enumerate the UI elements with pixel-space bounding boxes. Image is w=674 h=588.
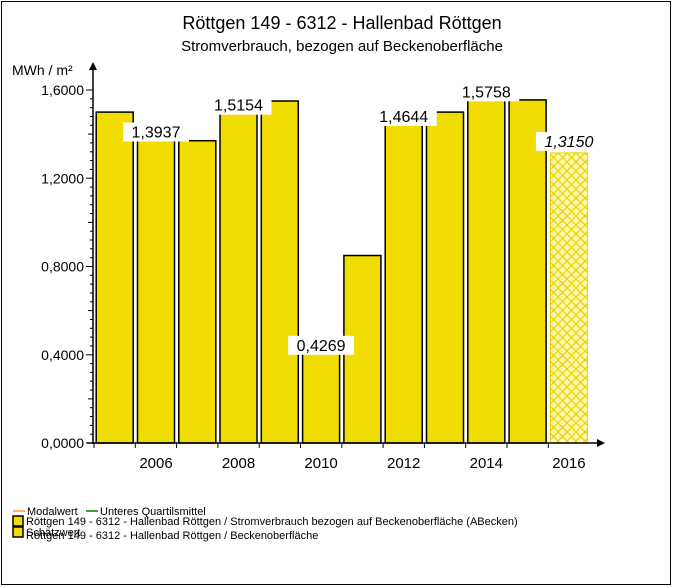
bar-2013: [425, 111, 465, 444]
data-label-2010: 0,4269: [297, 338, 346, 355]
x-axis-arrow: [597, 439, 605, 447]
x-tick-label: 2008: [222, 455, 255, 472]
y-axis-label: MWh / m²: [12, 62, 73, 78]
bar-2005: [95, 111, 134, 444]
bar-2015: [508, 99, 547, 444]
data-label-2006: 1,3937: [132, 125, 181, 142]
data-label-bg: [370, 106, 437, 126]
y-tick-label: 0,8000: [41, 259, 84, 275]
data-label-2014: 1,5758: [462, 84, 511, 101]
data-label-bg: [453, 82, 520, 102]
x-tick-label: 2010: [304, 455, 337, 472]
data-label-bg: [205, 95, 272, 115]
legend-forecast-label: Schätzwert: [26, 527, 80, 539]
legend-series-swatch: [12, 515, 24, 527]
legend-modal-label: Modalwert: [27, 506, 78, 518]
x-tick-label: 2016: [552, 455, 585, 472]
y-tick-label: 0,4000: [41, 347, 84, 363]
legend-series2-label: Röttgen 149 - 6312 - Hallenbad Röttgen /…: [26, 530, 318, 542]
bar-2009: [260, 100, 300, 444]
data-label-2016: 1,3150: [544, 134, 593, 151]
x-tick-label: 2012: [387, 455, 420, 472]
legend-quartile-label: Unteres Quartilsmittel: [100, 506, 206, 518]
legend-series-label: Röttgen 149 - 6312 - Hallenbad Röttgen /…: [26, 516, 518, 528]
bar-2014: [467, 94, 506, 444]
x-tick-label: 2006: [139, 455, 172, 472]
chart-title: Röttgen 149 - 6312 - Hallenbad Röttgen: [182, 13, 501, 33]
y-axis-arrow: [89, 62, 97, 70]
legend: Modalwert Unteres Quartilsmittel Röttgen…: [12, 506, 518, 542]
bar-2008: [219, 107, 258, 444]
x-tick-label: 2014: [470, 455, 503, 472]
bar-2010: [301, 348, 341, 444]
y-tick-label: 1,6000: [41, 82, 84, 98]
bar-2016: [549, 152, 588, 444]
bar-2012: [384, 119, 423, 444]
data-label-bg: [535, 131, 602, 151]
chart-subtitle: Stromverbrauch, bezogen auf Beckenoberfl…: [181, 38, 503, 55]
y-tick-label: 0,0000: [41, 435, 84, 451]
data-label-bg: [123, 122, 189, 142]
y-tick-label: 1,2000: [41, 170, 84, 186]
bar-2006: [136, 134, 176, 444]
bar-2007: [178, 139, 217, 444]
data-label-bg: [288, 335, 355, 355]
legend-series2-swatch: [12, 526, 24, 538]
data-label-2008: 1,5154: [214, 98, 263, 115]
data-label-2012: 1,4644: [379, 109, 428, 126]
